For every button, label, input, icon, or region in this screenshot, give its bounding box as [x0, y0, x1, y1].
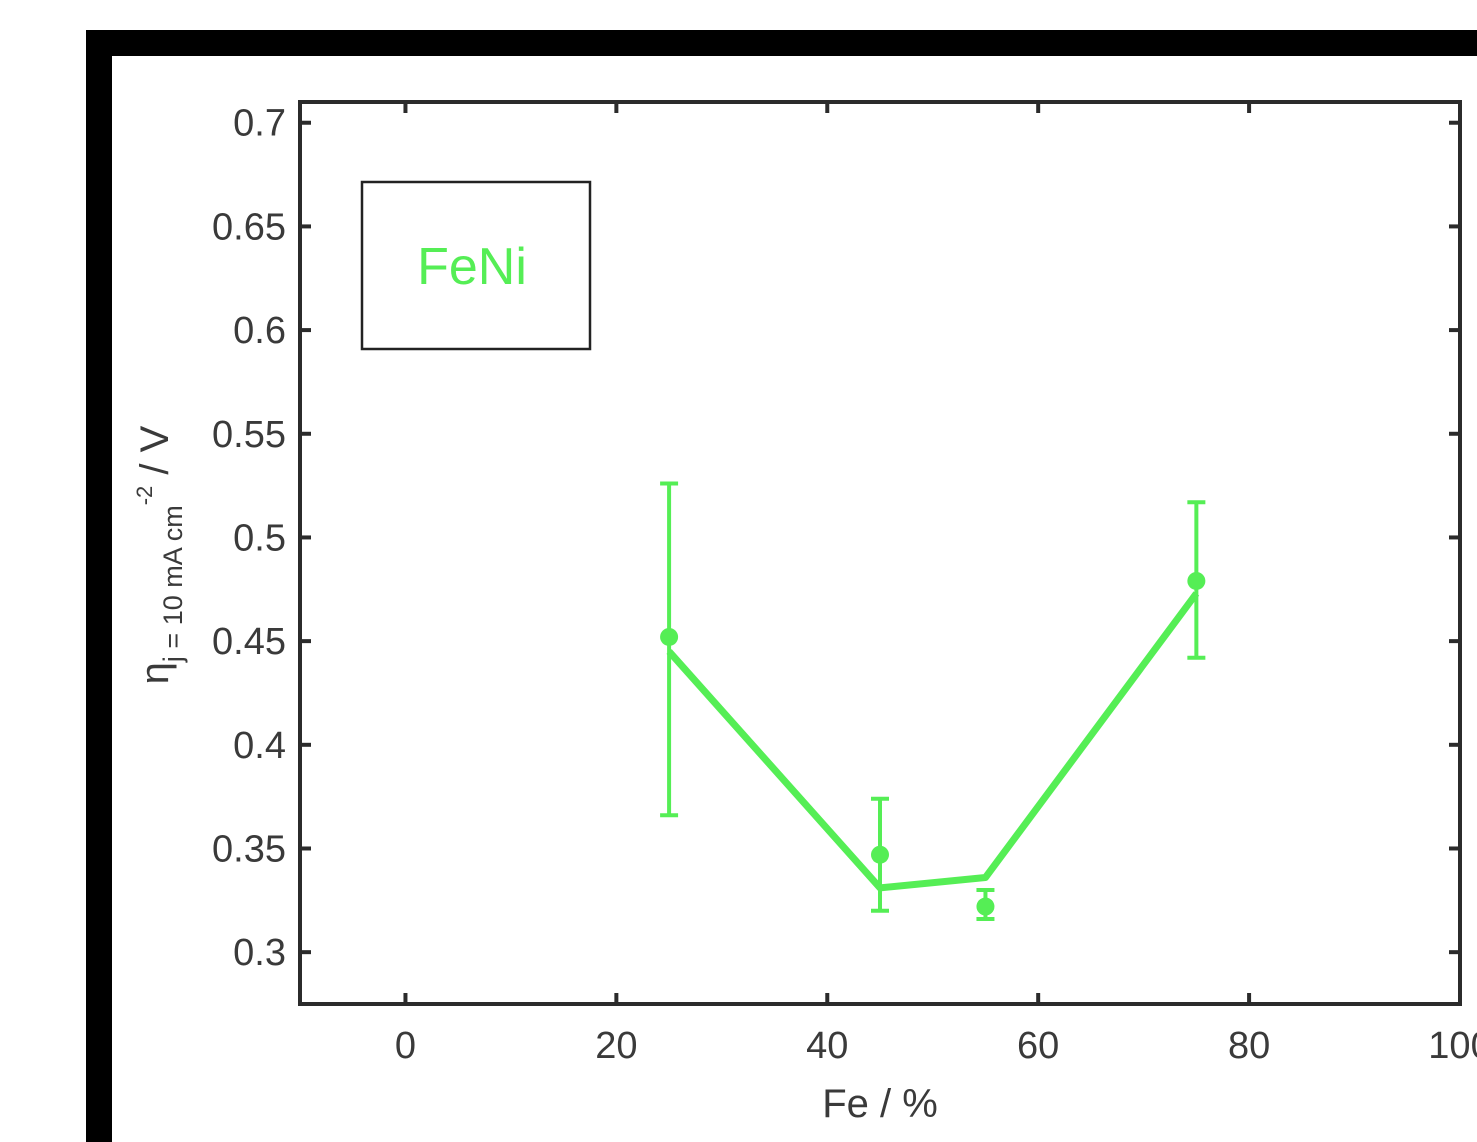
- errorbar-point: [660, 481, 679, 818]
- y-axis-label-unit: / V: [133, 425, 177, 485]
- x-tick-label: 100: [1428, 1025, 1477, 1067]
- y-axis-label: ηj = 10 mA cm-2 / V: [132, 425, 188, 684]
- errorbar-point: [871, 796, 889, 913]
- y-tick-label: 0.35: [212, 828, 286, 870]
- data-point-marker: [871, 845, 889, 864]
- y-tick-label: 0.7: [233, 103, 286, 145]
- y-tick-label: 0.65: [212, 206, 286, 248]
- x-tick-label: 60: [1017, 1025, 1059, 1067]
- plot-area-border: [298, 100, 1462, 1006]
- series-line-feni: [666, 591, 1200, 892]
- x-tick-label: 40: [806, 1025, 848, 1067]
- y-tick-label: 0.5: [233, 517, 286, 559]
- y-tick-label: 0.45: [212, 621, 286, 663]
- errorbar-point: [1187, 500, 1206, 660]
- y-axis-label-superscript: -2: [132, 486, 157, 506]
- legend-label-feni: FeNi: [417, 238, 527, 296]
- y-tick-label: 0.4: [233, 725, 286, 767]
- axis-ticks: 0 20 40 60 80 100 0.3 0.35 0.4 0.45 0.5 0.55 0.6 0.65…: [212, 102, 1477, 1067]
- y-axis-label-symbol: η: [133, 662, 177, 684]
- x-tick-label: 0: [395, 1025, 416, 1067]
- y-axis-label-subscript: j = 10 mA cm: [158, 505, 188, 663]
- x-axis-label: Fe / %: [822, 1082, 938, 1126]
- black-frame-top: [86, 30, 1477, 56]
- data-point-marker: [1187, 571, 1206, 590]
- data-layer: [660, 481, 1206, 921]
- x-tick-label: 20: [595, 1025, 637, 1067]
- black-frame-left: [86, 30, 112, 1142]
- data-point-marker: [660, 627, 679, 646]
- y-tick-label: 0.55: [212, 414, 286, 456]
- y-tick-label: 0.6: [233, 310, 286, 352]
- x-tick-label: 80: [1228, 1025, 1270, 1067]
- errorbar-point: [976, 887, 995, 921]
- data-point-marker: [976, 897, 995, 916]
- legend-box: FeNi: [360, 180, 592, 351]
- y-tick-label: 0.3: [233, 932, 286, 974]
